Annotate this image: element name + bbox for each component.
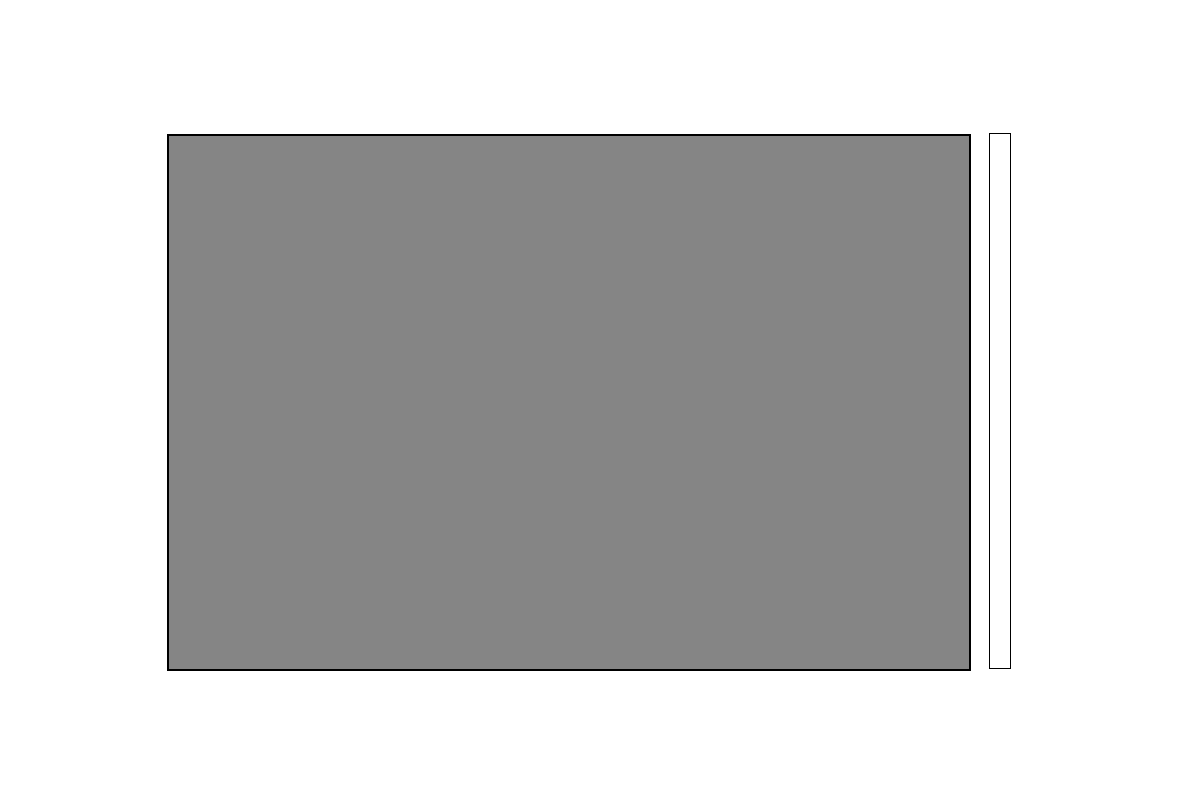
y-axis-title	[105, 322, 127, 482]
colorbar-title	[1049, 340, 1071, 460]
plot-frame	[167, 134, 971, 671]
plot-canvas	[169, 136, 969, 669]
colorbar	[989, 133, 1011, 669]
